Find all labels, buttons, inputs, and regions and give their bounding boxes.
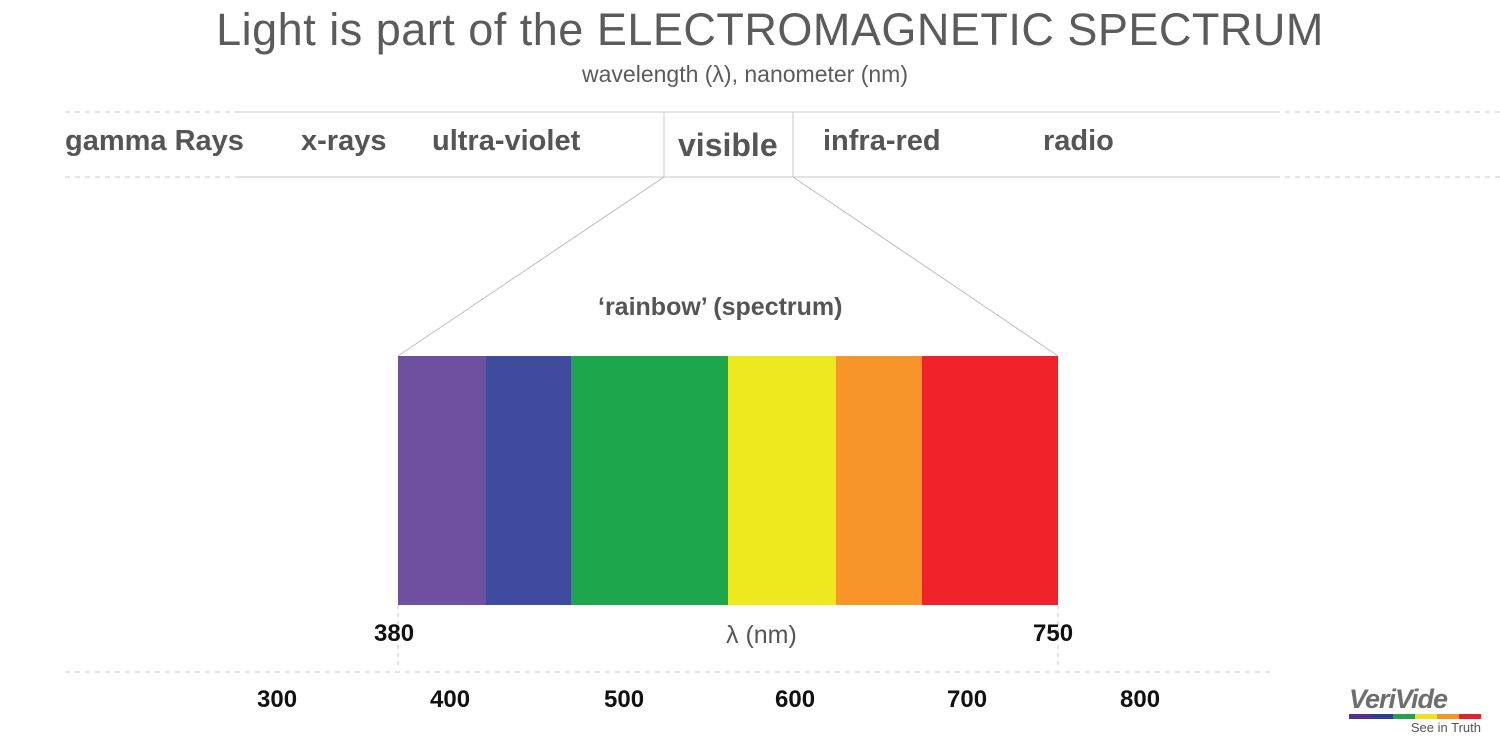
scale-tick-400: 400 (430, 686, 471, 713)
band-radio: radio (1043, 125, 1114, 157)
band-ultra-violet: ultra-violet (432, 125, 581, 157)
rainbow-label: ‘rainbow’ (spectrum) (598, 293, 843, 321)
band-visible: visible (678, 127, 778, 163)
rainbow-green (571, 356, 728, 605)
logo-bar-segment (1459, 714, 1481, 719)
rainbow-violet (398, 356, 486, 605)
band-gamma-rays: gamma Rays (65, 125, 244, 157)
page-subtitle: wavelength (λ), nanometer (nm) (582, 61, 908, 87)
logo-bar-segment (1371, 714, 1393, 719)
band-infra-red: infra-red (823, 125, 941, 157)
logo-color-bar (1349, 714, 1481, 719)
band-x-rays: x-rays (301, 125, 387, 157)
logo-bar-segment (1415, 714, 1437, 719)
zoom-line-left (397, 176, 665, 357)
scale-tick-500: 500 (604, 686, 645, 713)
zoom-line-right (792, 176, 1059, 357)
range-end-label: 750 (1033, 620, 1074, 647)
scale-tick-700: 700 (947, 686, 988, 713)
rainbow-yellow (728, 356, 836, 605)
rainbow-orange (836, 356, 922, 605)
logo-tagline: See in Truth (1410, 720, 1481, 735)
logo-bar-segment (1437, 714, 1459, 719)
lambda-axis-label: λ (nm) (726, 621, 797, 649)
range-start-label: 380 (374, 620, 415, 647)
page-title: Light is part of the ELECTROMAGNETIC SPE… (216, 4, 1324, 55)
rainbow-red (922, 356, 1058, 605)
rainbow-blue (486, 356, 571, 605)
verivide-logo: VeriVide See in Truth (1345, 684, 1483, 744)
logo-bar-segment (1349, 714, 1371, 719)
scale-tick-600: 600 (775, 686, 816, 713)
scale-tick-800: 800 (1120, 686, 1161, 713)
logo-wordmark: VeriVide (1349, 684, 1448, 714)
scale-tick-300: 300 (257, 686, 298, 713)
logo-bar-segment (1393, 714, 1415, 719)
